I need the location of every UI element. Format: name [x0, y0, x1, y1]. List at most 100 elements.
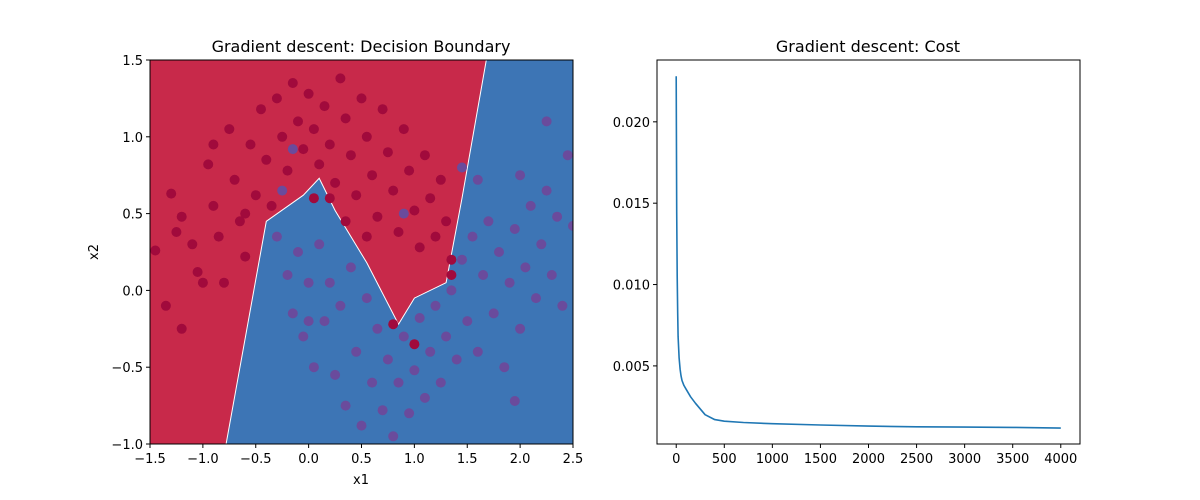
scatter-point: [546, 270, 557, 280]
scatter-point: [330, 177, 341, 188]
scatter-point: [419, 392, 430, 403]
scatter-point: [525, 200, 536, 211]
x-tick-label: 2000: [852, 452, 885, 467]
scatter-point: [303, 316, 314, 327]
scatter-point: [287, 308, 298, 319]
scatter-point: [472, 346, 483, 357]
scatter-point: [335, 73, 346, 84]
scatter-point: [472, 174, 483, 185]
decision-regions: [150, 60, 573, 444]
scatter-point: [520, 262, 531, 273]
scatter-point: [446, 270, 457, 280]
scatter-point: [224, 124, 235, 135]
decision-boundary-line: [225, 60, 487, 444]
scatter-point: [314, 239, 325, 250]
y-tick-label: 0.010: [613, 279, 650, 294]
scatter-point: [277, 131, 288, 142]
scatter-point: [409, 205, 420, 216]
y-axis-ticks: 0.005 0.010 0.015 0.020: [613, 116, 657, 375]
scatter-point: [504, 277, 515, 288]
scatter-point: [382, 147, 393, 158]
scatter-point: [441, 216, 452, 227]
x-tick-label: 2500: [900, 452, 933, 467]
scatter-point: [409, 365, 420, 376]
scatter-point: [367, 170, 378, 181]
scatter-point: [430, 300, 441, 311]
scatter-point: [266, 200, 277, 211]
cost-line: [675, 76, 1061, 429]
x-tick-label: −0.5: [240, 452, 272, 467]
scatter-point: [324, 193, 335, 204]
scatter-point: [293, 247, 303, 257]
scatter-point: [150, 245, 161, 256]
scatter-point: [282, 165, 293, 176]
x-tick-label: 1500: [804, 452, 837, 467]
scatter-point: [388, 431, 399, 442]
scatter-point: [219, 277, 229, 288]
scatter-point: [314, 159, 325, 170]
scatter-point: [282, 270, 293, 280]
scatter-point: [330, 369, 341, 380]
scatter-point: [271, 93, 282, 104]
scatter-point: [345, 150, 356, 161]
cost-title: Gradient descent: Cost: [776, 37, 960, 56]
scatter-point: [435, 174, 446, 185]
scatter-point: [240, 251, 251, 262]
scatter-point: [298, 331, 309, 342]
scatter-point: [441, 331, 452, 342]
x-axis-ticks: −1.5 −1.0 −0.5 0.0 0.5 1.0 1.5 2.0 2.5: [134, 444, 583, 467]
scatter-point: [176, 323, 187, 334]
scatter-point: [213, 231, 224, 242]
scatter-point: [568, 220, 573, 231]
scatter-point: [287, 144, 298, 155]
scatter-point: [398, 208, 409, 219]
scatter-point: [356, 420, 367, 431]
cost-plot-frame: [656, 59, 1081, 445]
scatter-point: [494, 247, 504, 257]
scatter-point: [372, 211, 383, 222]
scatter-point: [261, 154, 272, 165]
x-tick-label: 4000: [1044, 452, 1077, 467]
decision-boundary-chart: Gradient descent: Decision Boundary −1.5…: [87, 37, 583, 488]
x-tick-label: −1.0: [187, 452, 219, 467]
scatter-point: [319, 101, 330, 112]
scatter-point: [208, 200, 219, 211]
scatter-point: [425, 346, 436, 357]
scatter-point: [303, 88, 314, 99]
y-axis-ticks: −1.0 −0.5 0.0 0.5 1.0 1.5: [111, 54, 150, 453]
scatter-point: [340, 216, 351, 227]
scatter-point: [208, 139, 219, 150]
scatter-point: [446, 285, 457, 296]
scatter-point: [404, 165, 415, 176]
scatter-point: [166, 188, 177, 199]
scatter-point: [308, 124, 319, 135]
scatter-point: [361, 293, 372, 304]
x-tick-label: −1.5: [134, 452, 166, 467]
scatter-point: [557, 300, 568, 311]
y-tick-label: 0.005: [613, 360, 650, 375]
scatter-point: [509, 396, 520, 406]
scatter-point: [435, 377, 446, 388]
scatter-point: [287, 78, 298, 88]
y-tick-label: −1.0: [111, 438, 143, 453]
y-tick-label: −0.5: [111, 361, 143, 376]
scatter-point: [340, 113, 351, 124]
y-tick-label: 0.0: [122, 284, 143, 299]
scatter-point: [398, 331, 409, 342]
scatter-point: [229, 174, 240, 185]
scatter-point: [515, 323, 526, 334]
scatter-point: [187, 239, 198, 250]
scatter-point: [388, 319, 399, 330]
scatter-point: [398, 124, 409, 135]
x-tick-label: 1000: [756, 452, 789, 467]
scatter-point: [541, 116, 552, 127]
scatter-point: [351, 190, 362, 201]
x-tick-label: 500: [712, 452, 737, 467]
scatter-point: [457, 162, 467, 173]
x-tick-label: 1.0: [404, 452, 425, 467]
scatter-point: [393, 227, 404, 237]
scatter-points: [150, 73, 573, 442]
scatter-point: [462, 316, 473, 327]
scatter-point: [467, 231, 478, 242]
